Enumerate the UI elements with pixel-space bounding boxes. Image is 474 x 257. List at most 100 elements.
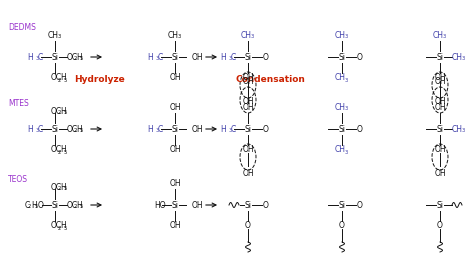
Text: OH: OH [434,97,446,106]
Text: OC: OC [51,74,62,82]
Text: 3: 3 [345,78,348,82]
Text: OC: OC [67,52,78,61]
Text: OH: OH [242,145,254,154]
Text: Si: Si [172,124,179,133]
Text: 5: 5 [35,205,38,209]
Text: OH: OH [192,52,204,61]
Text: O: O [245,222,251,231]
Text: OH: OH [434,103,446,112]
Text: OC: OC [51,106,62,115]
Text: O: O [357,52,363,61]
Text: 2: 2 [58,150,61,154]
Text: 5: 5 [80,205,83,209]
Text: H: H [76,124,82,133]
Text: H: H [76,200,82,209]
Text: OH: OH [434,74,446,82]
Text: CH: CH [335,103,346,112]
Text: H: H [61,222,66,231]
Text: O: O [263,200,269,209]
Text: C: C [158,124,163,133]
Text: 2: 2 [74,205,77,209]
Text: Condensation: Condensation [235,75,305,84]
Text: O: O [339,222,345,231]
Text: H: H [220,52,226,61]
Text: 3: 3 [155,128,159,133]
Text: OH: OH [192,124,204,133]
Text: OH: OH [242,74,254,82]
Text: 3: 3 [462,57,465,61]
Text: OC: OC [67,124,78,133]
Text: 3: 3 [58,34,61,40]
Text: 3: 3 [462,128,465,133]
Text: CH: CH [335,145,346,154]
Text: C: C [158,52,163,61]
Text: 5: 5 [64,150,67,154]
Text: H: H [220,124,226,133]
Text: 2: 2 [58,111,61,115]
Text: H: H [147,52,153,61]
Text: H: H [27,52,33,61]
Text: CH: CH [240,31,252,40]
Text: Si: Si [245,200,252,209]
Text: OC: OC [67,200,78,209]
Text: OH: OH [169,145,181,154]
Text: OH: OH [169,103,181,112]
Text: OH: OH [242,170,254,179]
Text: 5: 5 [80,57,83,61]
Text: O: O [357,200,363,209]
Text: O: O [263,124,269,133]
Text: CH: CH [47,31,58,40]
Text: OH: OH [169,222,181,231]
Text: OH: OH [242,97,254,106]
Text: 2: 2 [74,128,77,133]
Text: OC: OC [51,182,62,191]
Text: Hydrolyze: Hydrolyze [74,75,126,84]
Text: C: C [231,124,236,133]
Text: 5: 5 [64,187,67,191]
Text: C: C [25,200,30,209]
Text: 3: 3 [345,150,348,154]
Text: OH: OH [242,103,254,112]
Text: 3: 3 [251,34,254,40]
Text: Si: Si [52,124,58,133]
Text: Si: Si [52,200,58,209]
Text: 2: 2 [58,225,61,231]
Text: 3: 3 [155,57,159,61]
Text: CH: CH [452,124,463,133]
Text: H: H [31,200,37,209]
Text: 2: 2 [58,187,61,191]
Text: OH: OH [434,145,446,154]
Text: H: H [61,182,66,191]
Text: Si: Si [338,124,346,133]
Text: TEOS: TEOS [8,175,28,183]
Text: H: H [61,106,66,115]
Text: OH: OH [434,170,446,179]
Text: C: C [231,52,236,61]
Text: H: H [76,52,82,61]
Text: OH: OH [192,200,204,209]
Text: 3: 3 [178,34,181,40]
Text: 5: 5 [80,128,83,133]
Text: H: H [61,145,66,154]
Text: H: H [27,124,33,133]
Text: H: H [147,124,153,133]
Text: 5: 5 [64,111,67,115]
Text: H: H [61,74,66,82]
Text: 3: 3 [443,34,446,40]
Text: Si: Si [245,52,252,61]
Text: 5: 5 [64,78,67,82]
Text: 3: 3 [345,106,348,112]
Text: CH: CH [335,31,346,40]
Text: 3: 3 [36,128,39,133]
Text: Si: Si [437,200,444,209]
Text: CH: CH [335,74,346,82]
Text: C: C [38,52,43,61]
Text: Si: Si [338,200,346,209]
Text: Si: Si [245,124,252,133]
Text: Si: Si [338,52,346,61]
Text: OH: OH [434,78,446,87]
Text: OH: OH [169,179,181,188]
Text: C: C [38,124,43,133]
Text: Si: Si [437,124,444,133]
Text: Si: Si [172,200,179,209]
